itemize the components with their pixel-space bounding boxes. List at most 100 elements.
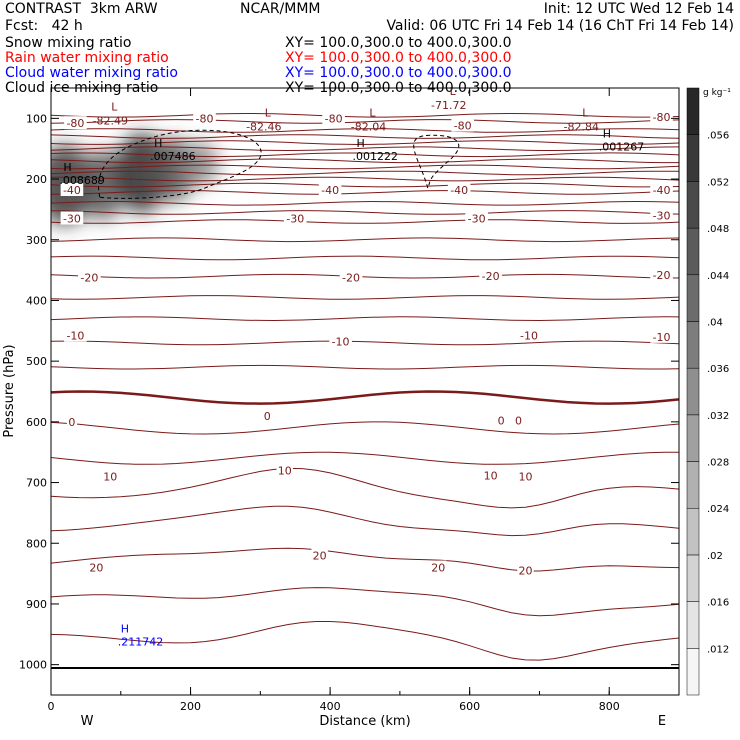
isotherm-label-bg [88,560,105,574]
colorbar-tick-label: .044 [707,271,729,282]
snow-max-value: .008689 [59,174,105,187]
isotherm-label: -30 [286,213,304,226]
snow-max-value: .001267 [599,141,645,154]
west-label: W [81,714,94,729]
isotherm-line [51,200,679,206]
east-label: E [658,714,666,729]
isotherm-label-bg [650,208,673,222]
isotherm-label-bg [495,413,507,427]
temp-min-marker: L [265,106,272,119]
isotherm-label: -80 [196,112,214,125]
isotherm-line [51,176,679,182]
isotherm-line [51,140,679,146]
temp-min-marker: L [111,100,118,113]
isotherm-label: -80 [454,120,472,133]
colorbar-swatch [686,461,700,509]
isotherm-label: 20 [89,562,103,575]
colorbar-tick-label: .012 [707,644,729,655]
y-tick-label: 700 [26,477,47,490]
isotherm-line [51,451,679,465]
isotherm-label-bg [60,182,84,196]
forecast-hour: Fcst: 42 h [5,18,83,34]
y-axis-label: Pressure (hPa) [2,344,17,437]
colorbar-swatch [686,648,700,696]
x-tick-label: 400 [320,700,341,713]
isotherm-line [51,547,679,572]
y-tick-label: 400 [26,294,47,307]
isotherm-label-bg [66,414,78,428]
isotherm-line [51,210,679,215]
isotherm-label: 0 [68,416,75,429]
isotherm-label: 10 [484,469,498,482]
temp-min-value: -82.46 [246,120,281,133]
isotherm-line [51,190,679,195]
colorbar-tick-label: .04 [707,317,723,328]
ice-dashed-contours [98,129,460,199]
isotherm-line [51,219,679,224]
isotherm-label: 20 [313,549,327,562]
isotherm-label-bg [102,469,119,483]
field-cloudwater-label: Cloud water mixing ratio [5,65,178,81]
cloudwater-max-value: .211742 [118,635,163,648]
snow-max-marker: H [603,128,611,141]
isotherm-label: -40 [653,184,671,197]
isotherm-label-bg [78,270,101,284]
colorbar-swatch [686,181,700,229]
isotherm-label: 0 [498,415,505,428]
cloudwater-max-marker: H [121,622,129,635]
isotherm-label-bg [339,270,363,284]
snow-max-marker: H [63,161,71,174]
colorbar-tick-label: .036 [707,364,729,375]
model-title: CONTRAST 3km ARW [5,1,158,17]
snow-shade-4 [183,141,220,186]
y-tick-label: 200 [26,173,47,186]
center-title: NCAR/MMM [240,1,321,17]
isotherm-label: 10 [278,464,292,477]
y-tick-label: 100 [26,112,47,125]
temp-min-value: -82.04 [351,120,386,133]
isotherm-label-bg [650,267,673,281]
isotherm-label: -10 [66,330,84,343]
isotherm-label: -20 [653,269,671,282]
isotherm-line [51,316,679,322]
isotherm-line [51,340,679,346]
isotherm-label-bg [322,111,345,125]
isotherm-label: -40 [63,184,81,197]
init-time: Init: 12 UTC Wed 12 Feb 14 [543,1,734,17]
isotherm-line [51,128,679,133]
colorbar-swatch [686,274,700,322]
ice-contour-east [413,134,460,189]
y-tick-label: 800 [26,537,47,550]
isotherm-line [51,237,679,243]
isotherm-label-bg [517,328,541,342]
isotherm-line [51,295,679,300]
isotherm-line [51,621,679,661]
isotherm-label-bg [517,469,534,483]
colorbar-swatch [686,87,700,135]
isotherm-line [51,158,679,164]
temp-min-marker: L [369,106,376,119]
isotherm-label-bg [513,413,524,427]
isotherm-label: -30 [468,213,486,226]
y-tick-label: 900 [26,598,47,611]
isotherm-label: -80 [653,111,671,124]
colorbar-swatch [686,134,700,182]
isotherm-label: 10 [103,470,117,483]
isotherm-label: -10 [653,331,671,344]
isotherm-label: -80 [325,112,343,125]
x-tick-label: 0 [48,700,55,713]
field-rain-xy: XY= 100.0,300.0 to 400.0,300.0 [285,50,512,66]
snow-max-marker: H [154,137,162,150]
isotherm-label-bg [64,116,87,130]
colorbar-swatch [686,227,700,276]
temp-min-marker: L [450,85,457,98]
isotherm-label-bg [479,269,502,283]
x-tick-label: 800 [599,700,620,713]
isotherm-label-bg [447,182,471,196]
isotherm-line [51,467,679,509]
colorbar: .012 .016 .02 .024 .028 .032 .036 .04 .044 .048 .0… [686,87,729,696]
isotherm-label: 0 [515,415,522,428]
isotherm-label-bg [650,329,673,343]
colorbar-tick-label: .056 [707,131,729,142]
